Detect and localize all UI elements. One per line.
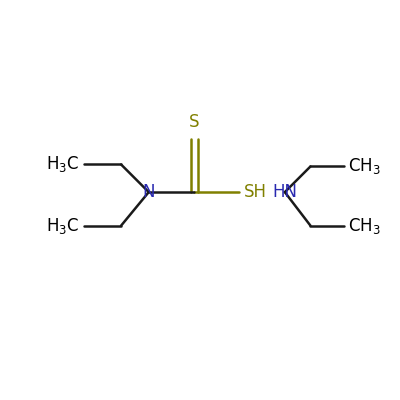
Text: S: S bbox=[189, 113, 199, 131]
Text: CH$_3$: CH$_3$ bbox=[348, 216, 381, 236]
Text: HN: HN bbox=[272, 183, 297, 201]
Text: H$_3$C: H$_3$C bbox=[46, 216, 80, 236]
Text: CH$_3$: CH$_3$ bbox=[348, 156, 381, 176]
Text: N: N bbox=[142, 183, 155, 201]
Text: SH: SH bbox=[243, 183, 266, 201]
Text: H$_3$C: H$_3$C bbox=[46, 154, 80, 174]
